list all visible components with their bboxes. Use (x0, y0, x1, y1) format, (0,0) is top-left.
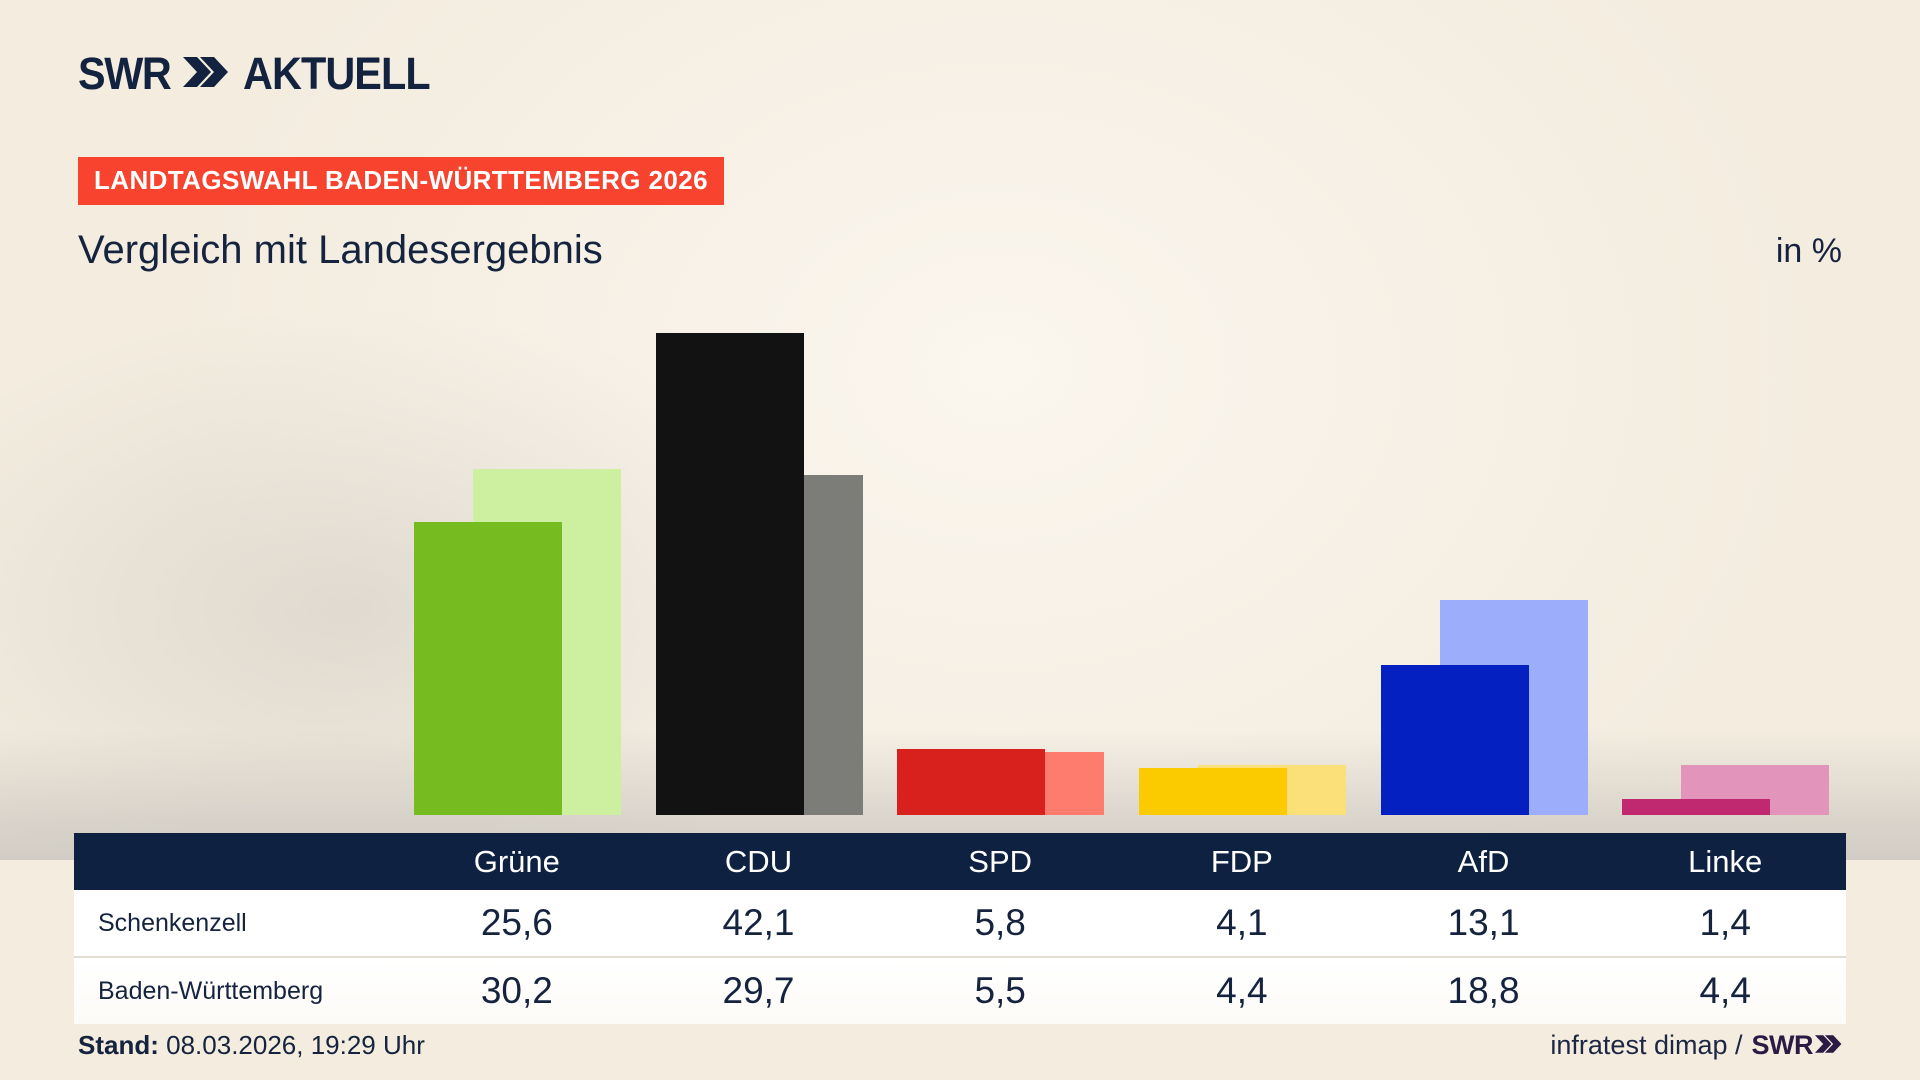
bar-cdu-baden-wuerttemberg (714, 474, 863, 815)
double-chevron-right-icon (1815, 1030, 1842, 1061)
cell-schenkenzell-gruene: 25,6 (480, 902, 553, 943)
timestamp: Stand: 08.03.2026, 19:29 Uhr (78, 1030, 425, 1061)
source-text: infratest dimap / (1550, 1030, 1743, 1060)
timestamp-label: Stand: (78, 1030, 159, 1060)
bar-linke-baden-wuerttemberg (1681, 764, 1830, 815)
double-chevron-right-icon (182, 55, 229, 94)
table-header-fdp: FDP (1210, 843, 1273, 879)
bar-grüne-schenkenzell (413, 521, 562, 815)
background-wash (0, 250, 1920, 850)
table-row: Schenkenzell 25,6 42,1 5,8 4,1 13,1 1,4 (74, 890, 1846, 956)
cell-bw-fdp: 4,4 (1216, 970, 1268, 1011)
bar-fdp-baden-wuerttemberg (1197, 764, 1346, 815)
page-subtitle: Vergleich mit Landesergebnis (78, 228, 603, 272)
bar-grüne-baden-wuerttemberg (472, 469, 621, 815)
timestamp-value: 08.03.2026, 19:29 Uhr (166, 1030, 425, 1060)
cell-schenkenzell-fdp: 4,1 (1216, 902, 1268, 943)
cell-bw-gruene: 30,2 (480, 970, 553, 1011)
cell-schenkenzell-spd: 5,8 (974, 902, 1026, 943)
table-header-gruene: Grüne (473, 843, 560, 879)
unit-label: in % (1775, 232, 1842, 270)
logo-swr-text: SWR (78, 48, 172, 99)
row-label-baden-wuerttemberg: Baden-Württemberg (98, 976, 324, 1005)
row-label-schenkenzell: Schenkenzell (98, 908, 247, 937)
table-header-linke: Linke (1688, 843, 1763, 879)
bar-afd-baden-wuerttemberg (1439, 599, 1588, 815)
cell-bw-linke: 4,4 (1699, 970, 1751, 1011)
table-row: Baden-Württemberg 30,2 29,7 5,5 4,4 18,8… (74, 958, 1846, 1024)
cell-bw-cdu: 29,7 (722, 970, 795, 1011)
source-swr-text: SWR (1751, 1030, 1814, 1060)
election-banner: LANDTAGSWAHL BADEN-WÜRTTEMBERG 2026 (78, 157, 724, 205)
table-row-divider (74, 956, 1846, 958)
swr-aktuell-logo: SWR AKTUELL (78, 48, 445, 100)
bar-spd-baden-wuerttemberg (956, 752, 1105, 815)
cell-bw-spd: 5,5 (974, 970, 1026, 1011)
bar-cdu-schenkenzell (655, 332, 804, 815)
bar-fdp-schenkenzell (1138, 768, 1287, 815)
bar-spd-schenkenzell (897, 748, 1046, 815)
cell-schenkenzell-afd: 13,1 (1447, 902, 1520, 943)
cell-bw-afd: 18,8 (1447, 970, 1520, 1011)
cell-schenkenzell-cdu: 42,1 (722, 902, 795, 943)
cell-schenkenzell-linke: 1,4 (1699, 902, 1751, 943)
table-header-afd: AfD (1457, 843, 1510, 879)
bar-linke-schenkenzell (1622, 798, 1771, 815)
table-header-row: Grüne CDU SPD FDP AfD Linke (74, 833, 1846, 890)
results-table: Grüne CDU SPD FDP AfD Linke Schenkenzell… (74, 833, 1846, 1024)
source-credit: infratest dimap / SWR (1550, 1030, 1842, 1061)
table-header-cdu: CDU (724, 843, 793, 879)
table-header-spd: SPD (968, 843, 1033, 879)
bar-afd-schenkenzell (1380, 665, 1529, 815)
logo-aktuell-text: AKTUELL (242, 48, 431, 99)
source-swr-logo: SWR (1752, 1030, 1843, 1061)
